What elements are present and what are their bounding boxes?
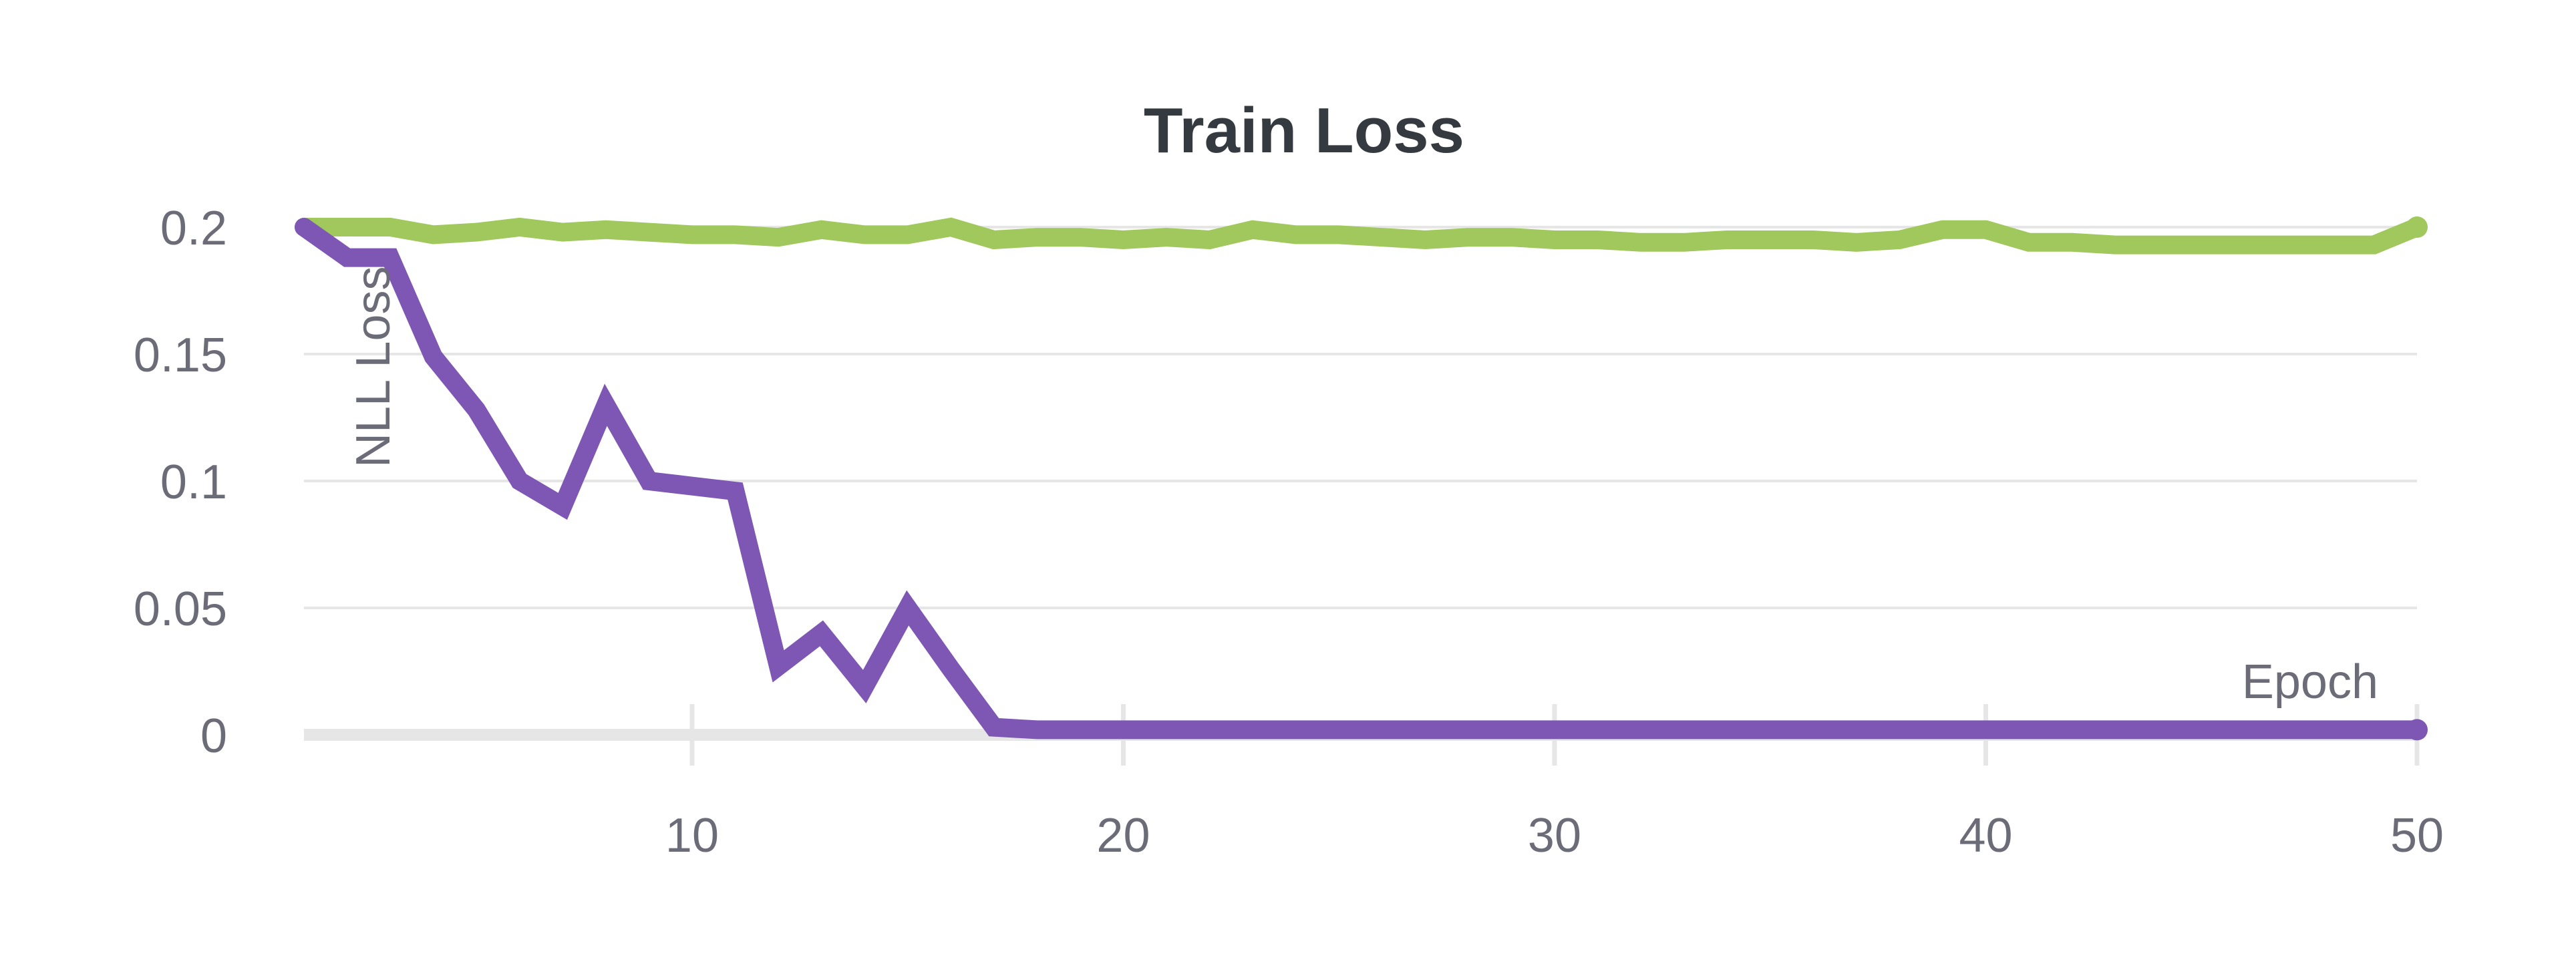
x-tick-label: 30 [1528, 809, 1581, 862]
series-lines [295, 216, 2428, 741]
series-line-1 [304, 217, 2421, 255]
series-end-point-1 [2406, 216, 2428, 238]
x-tick-label: 50 [2390, 809, 2444, 862]
x-axis-label: Epoch [2242, 655, 2378, 709]
y-tick-label: 0 [200, 709, 227, 763]
x-tick-label: 20 [1096, 809, 1150, 862]
tick-labels: 0 0.05 0.1 0.15 0.2 10 20 30 40 50 [134, 202, 2444, 862]
series-end-point-2 [2406, 719, 2428, 741]
y-tick-label: 0.2 [160, 202, 227, 255]
series-start-point-2 [295, 218, 313, 236]
chart-title: Train Loss [1144, 95, 1464, 166]
y-axis-label: NLL Loss [347, 267, 400, 468]
y-tick-label: 0.05 [134, 583, 227, 636]
y-tick-label: 0.1 [160, 456, 227, 509]
y-tick-label: 0.15 [134, 329, 227, 382]
x-tick-label: 10 [665, 809, 719, 862]
series-line-2 [298, 219, 2417, 740]
x-tick-label: 40 [1959, 809, 2012, 862]
